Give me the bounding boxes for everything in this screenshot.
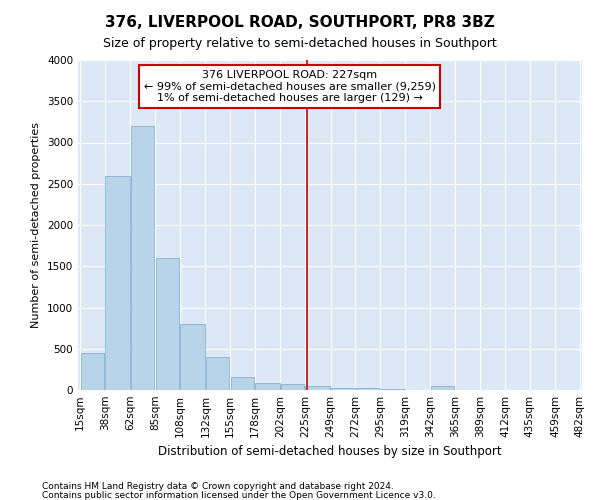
Bar	[206, 357, 229, 390]
Bar	[380, 389, 405, 390]
Bar	[431, 386, 454, 390]
Bar	[281, 384, 304, 390]
Bar	[356, 388, 379, 390]
Text: Contains HM Land Registry data © Crown copyright and database right 2024.: Contains HM Land Registry data © Crown c…	[42, 482, 394, 491]
Text: 376, LIVERPOOL ROAD, SOUTHPORT, PR8 3BZ: 376, LIVERPOOL ROAD, SOUTHPORT, PR8 3BZ	[105, 15, 495, 30]
Bar	[180, 324, 205, 390]
Text: 376 LIVERPOOL ROAD: 227sqm
← 99% of semi-detached houses are smaller (9,259)
1% : 376 LIVERPOOL ROAD: 227sqm ← 99% of semi…	[143, 70, 436, 103]
Bar	[331, 388, 355, 390]
Y-axis label: Number of semi-detached properties: Number of semi-detached properties	[31, 122, 41, 328]
X-axis label: Distribution of semi-detached houses by size in Southport: Distribution of semi-detached houses by …	[158, 446, 502, 458]
Bar	[255, 384, 280, 390]
Bar	[305, 386, 330, 390]
Bar	[230, 377, 254, 390]
Text: Size of property relative to semi-detached houses in Southport: Size of property relative to semi-detach…	[103, 38, 497, 51]
Bar	[81, 353, 104, 390]
Text: Contains public sector information licensed under the Open Government Licence v3: Contains public sector information licen…	[42, 490, 436, 500]
Bar	[131, 126, 154, 390]
Bar	[106, 176, 130, 390]
Bar	[155, 258, 179, 390]
